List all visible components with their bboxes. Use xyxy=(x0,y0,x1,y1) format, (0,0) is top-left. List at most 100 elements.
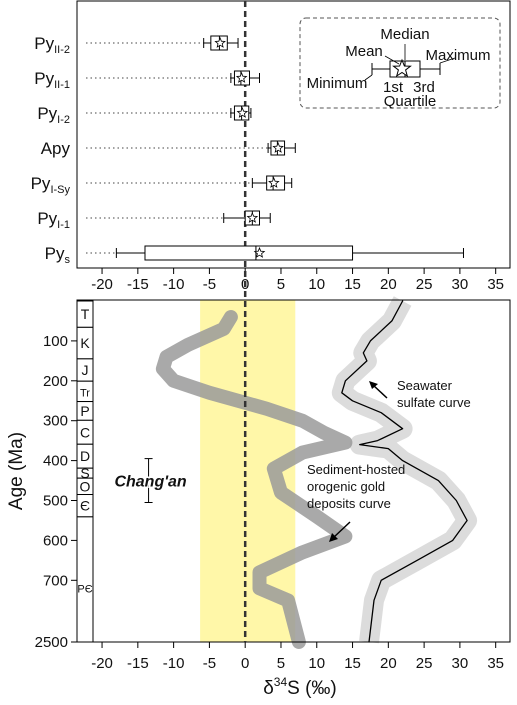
category-sub: II-1 xyxy=(54,79,70,91)
mean-star xyxy=(236,106,249,118)
mean-star xyxy=(214,36,226,48)
legend-maximum-label: Maximum xyxy=(425,47,490,64)
y-tick-label: 700 xyxy=(43,572,68,589)
category-sub: II-2 xyxy=(54,44,70,56)
legend: Median Mean Maximum Minimum 1st 3rd Quar… xyxy=(299,17,501,110)
period-label: T xyxy=(81,306,90,322)
age-panel xyxy=(155,296,478,649)
x-tick-label: 5 xyxy=(277,655,285,672)
mean-star xyxy=(246,211,259,223)
x-tick-label: 20 xyxy=(380,276,397,293)
leader xyxy=(384,55,400,65)
category-sub: I-Sy xyxy=(50,184,70,196)
annotation: Sediment-hosted xyxy=(307,462,405,477)
category-base: Py xyxy=(34,69,54,88)
x-tick-label: 15 xyxy=(344,655,361,672)
category-label: PyI-Sy xyxy=(31,174,71,196)
category-base: Py xyxy=(45,244,65,263)
category-base: Py xyxy=(34,34,54,53)
x-tick-label: -20 xyxy=(91,276,113,293)
x-tick-label: -10 xyxy=(163,655,185,672)
legend-mean-label: Mean xyxy=(345,43,383,60)
leader xyxy=(439,57,456,64)
x-label-pre: δ xyxy=(263,678,274,699)
category-label: PyII-2 xyxy=(34,34,70,56)
y-tick-label: 100 xyxy=(43,333,68,350)
legend-q3-label: 3rd xyxy=(413,79,435,96)
category-base: Py xyxy=(37,104,57,123)
x-tick-label: -5 xyxy=(203,276,216,293)
x-label-post: S (‰) xyxy=(287,678,337,699)
annotation: deposits curve xyxy=(307,496,391,511)
period-label: Є xyxy=(80,498,90,514)
arrowhead xyxy=(369,381,378,389)
marker-label: Chang'an xyxy=(114,474,186,491)
y-tick-label: 500 xyxy=(43,493,68,510)
category-label: Apy xyxy=(41,139,71,158)
mean-star xyxy=(235,71,248,83)
y-axis-label: Age (Ma) xyxy=(6,432,27,510)
x-tick-label: -5 xyxy=(203,655,216,672)
period-label: C xyxy=(80,424,90,440)
category-base: Apy xyxy=(41,139,71,158)
period-label: PЄ xyxy=(77,583,92,595)
x-tick-label: 0 xyxy=(241,655,249,672)
legend-frame xyxy=(299,17,501,109)
curve xyxy=(341,300,468,643)
period-label: P xyxy=(80,403,89,419)
period-label: S xyxy=(80,465,89,481)
period-label: K xyxy=(80,335,90,351)
arrowhead xyxy=(329,533,338,542)
x-tick-label: 10 xyxy=(308,655,325,672)
category-label: Pys xyxy=(45,244,71,266)
x-label-sup: 34 xyxy=(274,675,288,689)
y-tick-label: 300 xyxy=(43,413,68,430)
legend-minimum-label: Minimum xyxy=(307,75,368,92)
category-base: Py xyxy=(31,174,51,193)
y-tick-label: 400 xyxy=(43,453,68,470)
category-sub: I-2 xyxy=(57,114,70,126)
x-tick-label: -15 xyxy=(127,655,149,672)
top-frame xyxy=(76,0,511,269)
mean-star xyxy=(253,246,266,258)
legend-q1-label: 1st xyxy=(383,79,404,96)
y-tick-label: 600 xyxy=(43,532,68,549)
x-tick-label: 35 xyxy=(487,276,504,293)
period-label: Tr xyxy=(80,387,90,399)
x-tick-label: 25 xyxy=(416,655,433,672)
legend-mean xyxy=(392,58,412,78)
category-sub: I-1 xyxy=(57,219,70,231)
period-cell xyxy=(76,516,94,643)
mean-star xyxy=(272,141,284,153)
annotation: orogenic gold xyxy=(307,479,385,494)
category-label: PyI-2 xyxy=(37,104,70,126)
period-label: D xyxy=(80,448,90,464)
x-tick-label: -15 xyxy=(127,276,149,293)
x-tick-label: 35 xyxy=(487,655,504,672)
x-tick-label: 10 xyxy=(308,276,325,293)
x-tick-label: -10 xyxy=(163,276,185,293)
category-base: Py xyxy=(37,209,57,228)
x-axis-label: δ34S (‰) xyxy=(263,675,337,699)
box xyxy=(144,245,354,261)
period-label: O xyxy=(80,478,91,494)
legend-median-label: Median xyxy=(380,26,429,43)
x-tick-label: 15 xyxy=(344,276,361,293)
x-tick-label: 30 xyxy=(452,276,469,293)
y-tick-label: 2500 xyxy=(35,634,68,651)
x-tick-label: 25 xyxy=(416,276,433,293)
x-tick-label: 20 xyxy=(380,655,397,672)
annotation: Seawater xyxy=(397,378,453,393)
mean-star xyxy=(268,176,280,188)
x-tick-label: -20 xyxy=(91,655,113,672)
category-label: PyII-1 xyxy=(34,69,70,91)
arrow xyxy=(372,384,388,399)
arrow xyxy=(332,521,351,539)
leader xyxy=(364,74,373,81)
period-label: J xyxy=(82,362,89,378)
curve xyxy=(155,310,353,649)
category-sub: s xyxy=(65,254,71,266)
y-tick-label: 200 xyxy=(43,373,68,390)
x-tick-label: 5 xyxy=(277,276,285,293)
